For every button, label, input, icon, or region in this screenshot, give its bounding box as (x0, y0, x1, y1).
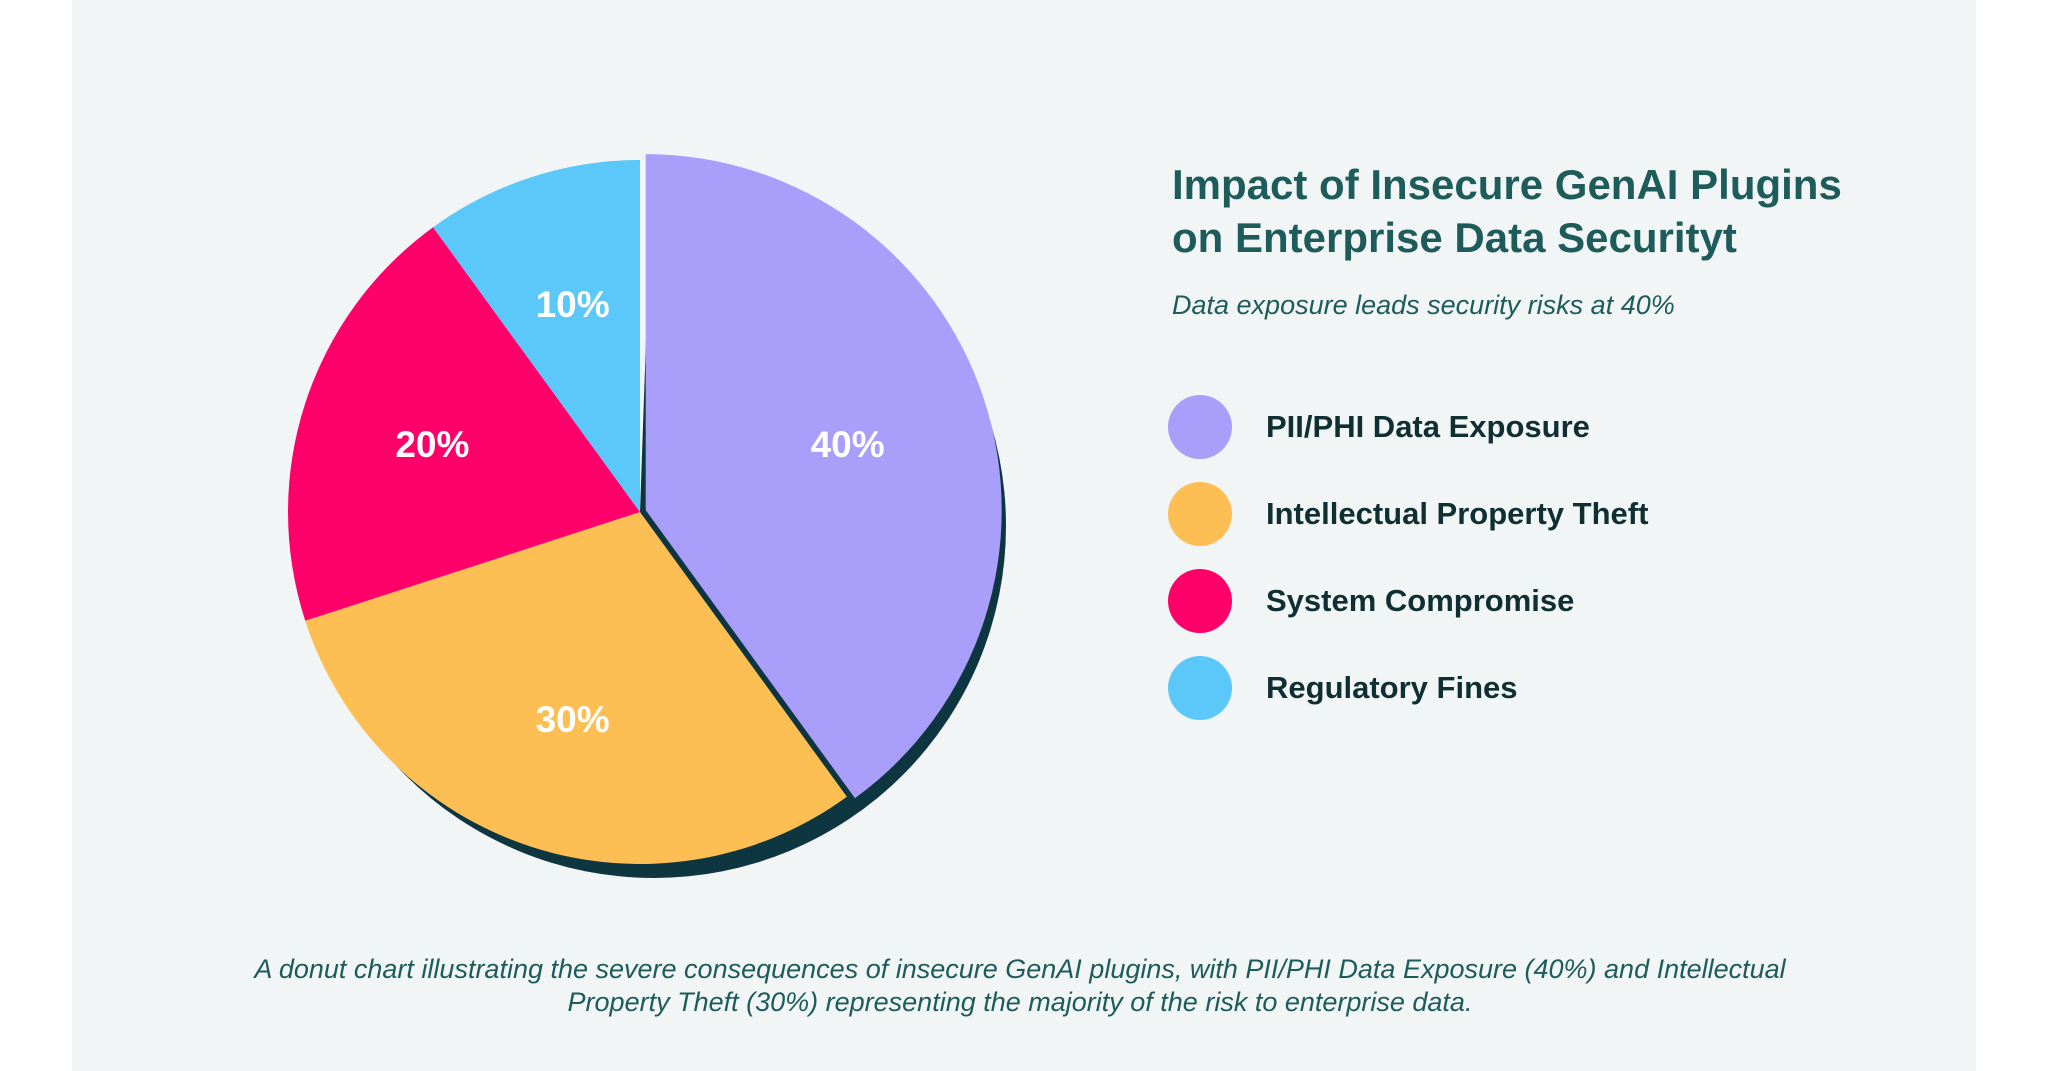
legend-swatch-pii-phi (1168, 395, 1232, 459)
pie-labels: 40% 30% 20% 10% (395, 284, 884, 740)
legend-label-regulatory-fines: Regulatory Fines (1266, 670, 1518, 705)
legend-label-system-compromise: System Compromise (1266, 583, 1575, 618)
pie-label-pii-phi: 40% (811, 424, 885, 465)
legend-swatch-regulatory-fines (1168, 656, 1232, 720)
pie-slice-pii-phi (645, 154, 1002, 799)
chart-caption: A donut chart illustrating the severe co… (254, 954, 1786, 1017)
pie-label-system-compromise: 20% (395, 424, 469, 465)
pie-label-regulatory-fines: 10% (536, 284, 610, 325)
chart-subtitle: Data exposure leads security risks at 40… (1172, 290, 1675, 320)
legend-swatch-system-compromise (1168, 569, 1232, 633)
legend-label-pii-phi: PII/PHI Data Exposure (1266, 409, 1590, 444)
legend-swatch-ip-theft (1168, 482, 1232, 546)
legend-label-ip-theft: Intellectual Property Theft (1266, 496, 1649, 531)
pie-slice-regulatory-fines (433, 160, 640, 512)
pie-label-ip-theft: 30% (536, 699, 610, 740)
pie-slice-system-compromise (288, 227, 640, 621)
chart-title: Impact of Insecure GenAI Plugins on Ente… (1172, 161, 1842, 261)
pie-slices (288, 154, 1002, 864)
pie-slice-ip-theft (305, 512, 847, 864)
